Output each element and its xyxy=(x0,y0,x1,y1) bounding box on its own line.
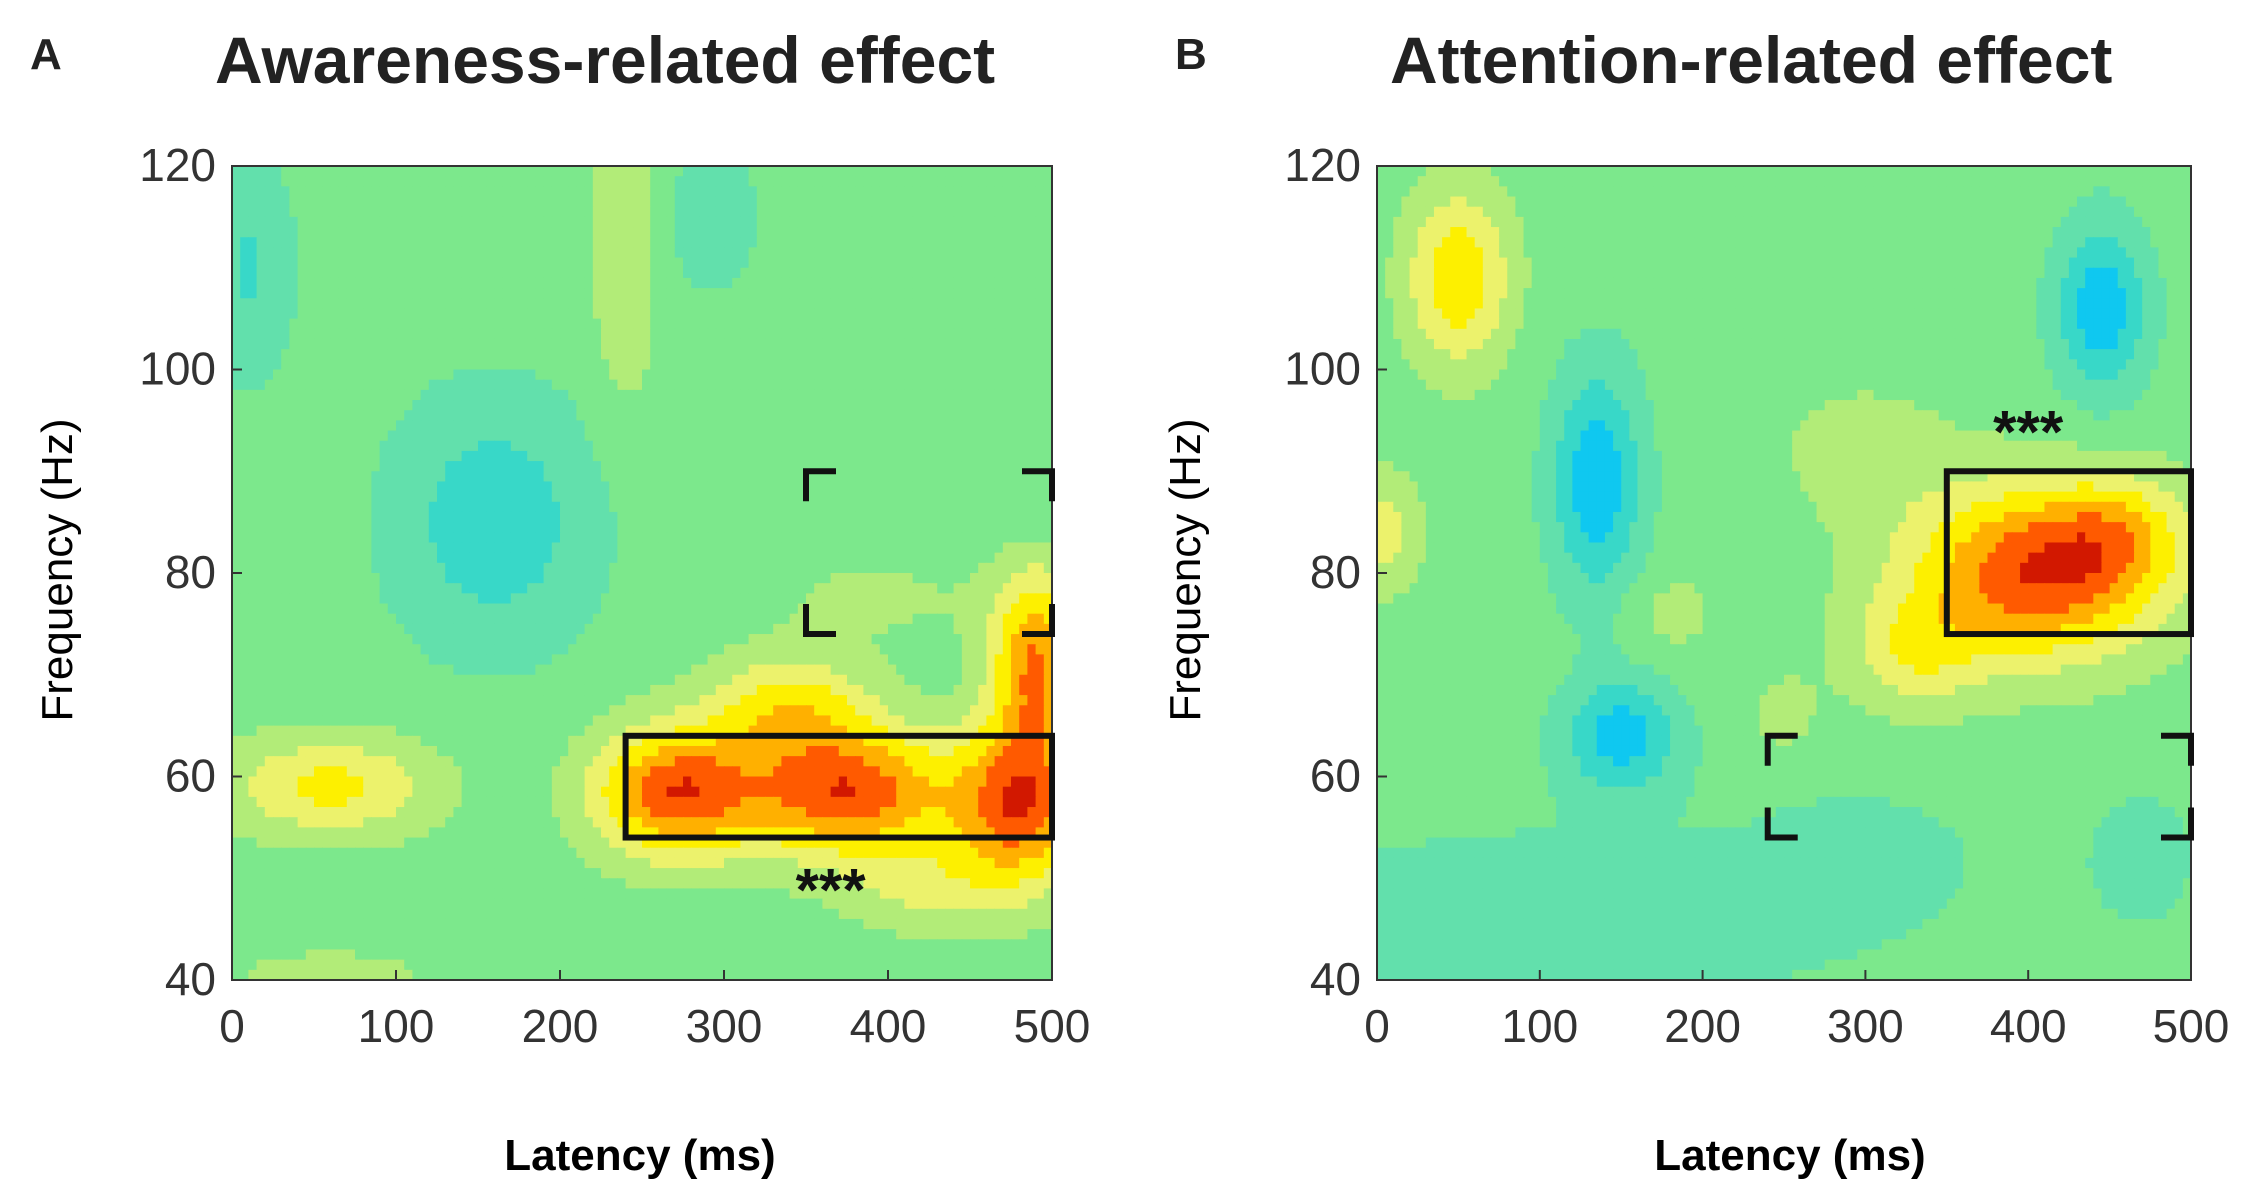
y-tick-label: 120 xyxy=(139,139,216,191)
x-tick-label: 400 xyxy=(850,1000,927,1052)
y-tick-label: 80 xyxy=(1310,546,1361,598)
y-tick-label: 60 xyxy=(165,750,216,802)
solid-roi-box xyxy=(1943,468,2194,638)
panel-b: B Attention-related effect Frequency (Hz… xyxy=(1145,0,2253,1204)
y-axis-label: Frequency (Hz) xyxy=(33,418,82,721)
heatmap-cells xyxy=(1377,166,2192,981)
x-tick-label: 100 xyxy=(1501,1000,1578,1052)
panel-title: Attention-related effect xyxy=(1390,23,2113,97)
y-tick-label: 40 xyxy=(1310,953,1361,1005)
dashed-roi-box xyxy=(803,468,1055,638)
panel-title: Awareness-related effect xyxy=(215,23,996,97)
x-tick-label: 0 xyxy=(1364,1000,1390,1052)
y-tick-label: 60 xyxy=(1310,750,1361,802)
panel-letter: B xyxy=(1175,30,1207,79)
x-tick-label: 500 xyxy=(2153,1000,2230,1052)
x-axis-label: Latency (ms) xyxy=(504,1131,775,1180)
solid-roi-box xyxy=(622,732,1055,841)
heatmap-chart: Frequency (Hz) Latency (ms) 40 60 80 100 120… xyxy=(33,139,1091,1180)
significance-annotation: *** xyxy=(1993,399,2064,466)
panel-letter: A xyxy=(30,30,62,79)
y-tick-label: 120 xyxy=(1284,139,1361,191)
y-tick-label: 100 xyxy=(139,343,216,395)
x-tick-label: 0 xyxy=(219,1000,245,1052)
x-tick-label: 100 xyxy=(358,1000,435,1052)
x-tick-label: 500 xyxy=(1014,1000,1091,1052)
x-tick-label: 200 xyxy=(522,1000,599,1052)
y-tick-label: 40 xyxy=(165,953,216,1005)
dashed-roi-box xyxy=(1764,732,2194,841)
heatmap-cells xyxy=(232,166,1053,981)
y-tick-label: 80 xyxy=(165,546,216,598)
significance-annotation: *** xyxy=(796,856,867,923)
x-tick-label: 300 xyxy=(686,1000,763,1052)
heatmap-chart: Frequency (Hz) Latency (ms) 40 60 80 100 120… xyxy=(1161,139,2230,1180)
x-tick-label: 300 xyxy=(1827,1000,1904,1052)
x-tick-label: 400 xyxy=(1990,1000,2067,1052)
y-axis-label: Frequency (Hz) xyxy=(1161,418,1210,721)
y-tick-label: 100 xyxy=(1284,343,1361,395)
panel-a: A Awareness-related effect Frequency (Hz… xyxy=(0,0,1126,1204)
x-axis-label: Latency (ms) xyxy=(1654,1131,1925,1180)
x-tick-label: 200 xyxy=(1664,1000,1741,1052)
